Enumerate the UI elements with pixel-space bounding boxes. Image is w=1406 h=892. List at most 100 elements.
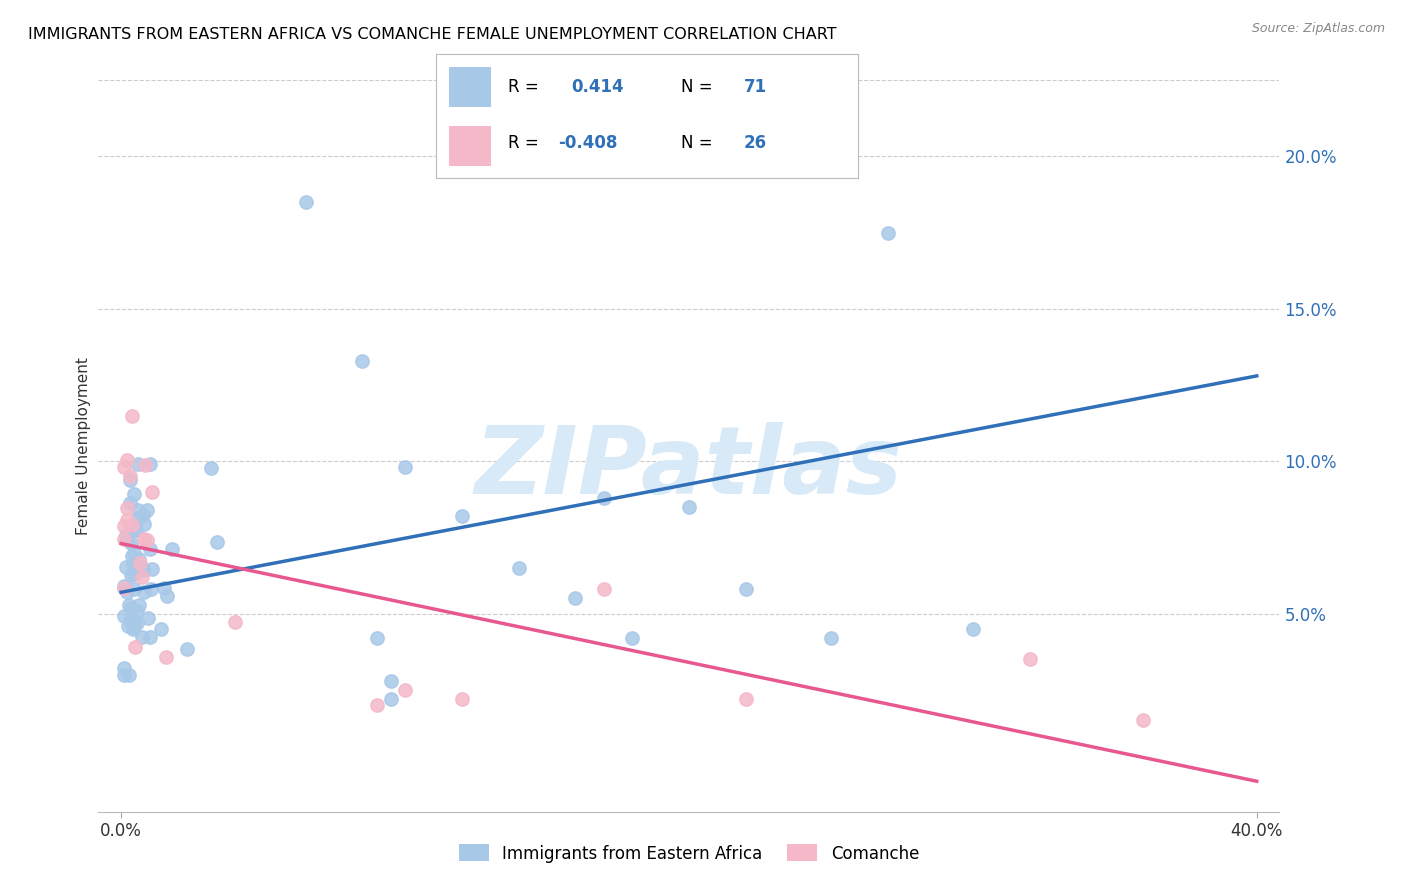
Point [117,513,139,527]
Text: IMMIGRANTS FROM EASTERN AFRICA VS COMANCHE FEMALE UNEMPLOYMENT CORRELATION CHART: IMMIGRANTS FROM EASTERN AFRICA VS COMANC… [28,27,837,42]
Text: Source: ZipAtlas.com: Source: ZipAtlas.com [1251,22,1385,36]
Point [141,485,163,500]
Point [131,508,153,523]
Point [114,559,136,574]
Point [120,536,142,550]
Point [136,611,159,625]
Point [380,692,402,706]
Text: 26: 26 [744,135,766,153]
Point [115,585,138,599]
Point [134,533,156,547]
Point [120,567,142,582]
Text: R =: R = [508,135,538,153]
Point [678,500,700,514]
Point [115,453,138,467]
Point [121,409,143,423]
Point [121,622,143,636]
Point [141,562,163,576]
Point [127,510,149,524]
Point [380,673,402,688]
Point [132,585,155,599]
Point [139,582,162,596]
Point [564,591,586,606]
Text: ZIPatlas: ZIPatlas [475,422,903,514]
Point [118,474,141,488]
Point [115,533,138,547]
Point [1018,652,1040,666]
Point [876,226,898,240]
Point [132,516,155,531]
Point [128,599,150,613]
Point [112,518,135,533]
Point [125,522,148,536]
Point [508,561,530,575]
Point [114,527,136,541]
Point [136,533,159,547]
Point [592,491,614,505]
Point [156,589,179,603]
Point [139,457,162,471]
Point [112,460,135,475]
Point [200,461,222,475]
Point [134,458,156,473]
Point [176,642,198,657]
Text: -0.408: -0.408 [558,135,617,153]
Text: N =: N = [681,135,711,153]
Legend: Immigrants from Eastern Africa, Comanche: Immigrants from Eastern Africa, Comanche [453,838,925,869]
Point [115,501,138,516]
Point [112,667,135,681]
Point [139,630,162,644]
Point [207,534,229,549]
Point [124,640,146,655]
Point [366,698,388,712]
Point [122,614,145,628]
Point [352,353,374,368]
Point [112,532,135,546]
Point [160,541,183,556]
Point [121,549,143,563]
Point [112,609,135,624]
Point [120,601,142,615]
Point [734,582,756,597]
Point [155,649,177,664]
Point [112,660,135,674]
Point [118,615,141,629]
Point [121,518,143,533]
Point [112,579,135,593]
Point [394,460,416,475]
Point [122,487,145,501]
Point [621,631,644,645]
Bar [449,67,491,107]
Point [450,692,472,706]
Point [132,562,155,576]
Point [118,598,141,612]
Point [149,623,172,637]
Point [118,667,141,681]
Point [128,556,150,570]
Point [122,620,145,634]
Point [450,509,472,524]
Point [366,631,388,645]
Text: 71: 71 [744,78,766,96]
Point [122,566,145,581]
Point [127,458,149,472]
Point [224,615,246,629]
Point [294,195,316,210]
Point [117,619,139,633]
Text: R =: R = [508,78,538,96]
Point [128,552,150,566]
Point [122,557,145,571]
Point [125,616,148,631]
Text: N =: N = [681,78,711,96]
Point [592,582,614,597]
Point [127,503,149,517]
Text: 0.414: 0.414 [571,78,623,96]
Y-axis label: Female Unemployment: Female Unemployment [76,357,91,535]
Point [125,524,148,538]
Point [820,631,842,645]
Point [118,469,141,483]
Point [153,581,176,595]
Point [136,503,159,517]
Point [112,581,135,595]
Point [118,495,141,509]
